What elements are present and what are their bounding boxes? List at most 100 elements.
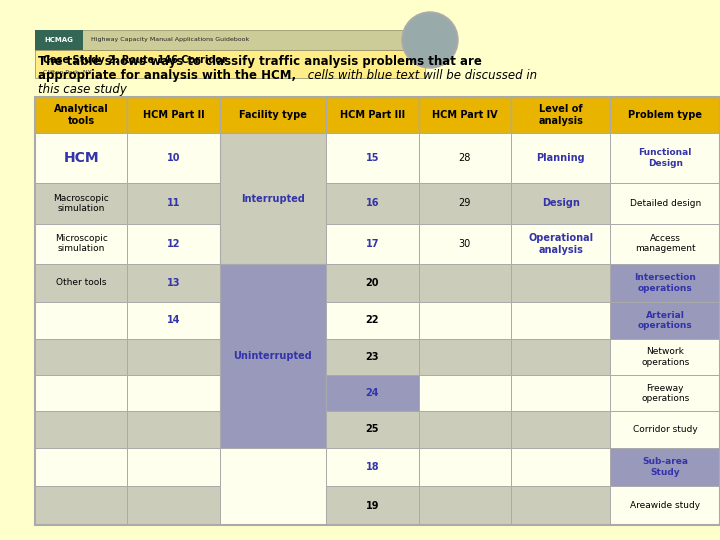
Bar: [511, 339, 611, 375]
Bar: [418, 133, 511, 183]
Text: Functional
Design: Functional Design: [639, 148, 692, 167]
Bar: [418, 183, 511, 224]
Bar: [326, 97, 418, 133]
Bar: [611, 339, 720, 375]
Text: Problem type: Problem type: [628, 110, 702, 120]
Bar: [511, 301, 611, 339]
Bar: [326, 133, 418, 183]
Bar: [418, 375, 511, 411]
Bar: [511, 183, 611, 224]
Bar: [127, 224, 220, 264]
Text: Microscopic
simulation: Microscopic simulation: [55, 234, 107, 253]
Bar: [511, 97, 611, 133]
Bar: [220, 448, 326, 525]
Bar: [127, 339, 220, 375]
Bar: [326, 183, 418, 224]
Text: Highway Capacity Manual Applications Guidebook: Highway Capacity Manual Applications Gui…: [91, 37, 249, 43]
Text: Analytical
tools: Analytical tools: [54, 104, 109, 126]
Text: Facility type: Facility type: [239, 110, 307, 120]
Bar: [326, 487, 418, 525]
Bar: [35, 264, 127, 301]
Text: HCMAG: HCMAG: [45, 37, 73, 43]
Bar: [35, 97, 720, 525]
Bar: [35, 448, 127, 487]
Text: 16: 16: [366, 198, 379, 208]
Bar: [127, 264, 220, 301]
Bar: [127, 411, 220, 448]
Bar: [418, 411, 511, 448]
Bar: [418, 339, 511, 375]
Bar: [35, 183, 127, 224]
Text: Detailed design: Detailed design: [629, 199, 701, 208]
Text: 11: 11: [167, 198, 180, 208]
Bar: [511, 133, 611, 183]
Bar: [326, 301, 418, 339]
Bar: [35, 339, 127, 375]
Bar: [35, 301, 127, 339]
Bar: [418, 448, 511, 487]
Bar: [35, 224, 127, 264]
Bar: [127, 133, 220, 183]
Bar: [611, 411, 720, 448]
Bar: [127, 183, 220, 224]
Text: Access
management: Access management: [635, 234, 696, 253]
Text: Uninterrupted: Uninterrupted: [233, 351, 312, 361]
Text: Areawide study: Areawide study: [630, 501, 701, 510]
Text: 14: 14: [167, 315, 180, 325]
Text: Level of
analysis: Level of analysis: [539, 104, 583, 126]
Bar: [511, 411, 611, 448]
Bar: [511, 448, 611, 487]
Bar: [418, 224, 511, 264]
Bar: [611, 264, 720, 301]
Bar: [418, 301, 511, 339]
Text: Planning: Planning: [536, 153, 585, 163]
Text: 28: 28: [459, 153, 471, 163]
Bar: [326, 448, 418, 487]
Bar: [35, 375, 127, 411]
Text: Sub-area
Study: Sub-area Study: [642, 457, 688, 477]
Text: 25: 25: [366, 424, 379, 435]
Circle shape: [404, 14, 456, 66]
Bar: [35, 411, 127, 448]
Text: Network
operations: Network operations: [641, 347, 689, 367]
Bar: [220, 264, 326, 448]
Bar: [220, 97, 326, 133]
Bar: [220, 133, 326, 264]
Text: 13: 13: [167, 278, 180, 288]
Text: HCM Part III: HCM Part III: [340, 110, 405, 120]
Bar: [35, 97, 127, 133]
Text: appropriate for analysis with the HCM,: appropriate for analysis with the HCM,: [38, 69, 296, 82]
Bar: [611, 375, 720, 411]
Text: 24: 24: [366, 388, 379, 399]
Text: 23: 23: [366, 352, 379, 362]
Text: HCM: HCM: [63, 151, 99, 165]
Text: Interrupted: Interrupted: [241, 193, 305, 204]
Text: 15: 15: [366, 153, 379, 163]
Text: 12: 12: [167, 239, 180, 249]
Text: 19: 19: [366, 501, 379, 511]
Text: 18: 18: [366, 462, 379, 472]
Bar: [326, 411, 418, 448]
Text: Clifton Park, NY: Clifton Park, NY: [43, 70, 91, 75]
Text: The table shows ways to classify traffic analysis problems that are: The table shows ways to classify traffic…: [38, 55, 482, 68]
Bar: [511, 375, 611, 411]
Text: 30: 30: [459, 239, 471, 249]
Bar: [326, 224, 418, 264]
Text: Corridor study: Corridor study: [633, 425, 698, 434]
Bar: [611, 301, 720, 339]
Bar: [326, 339, 418, 375]
Bar: [418, 97, 511, 133]
Text: Freeway
operations: Freeway operations: [641, 383, 689, 403]
Bar: [326, 375, 418, 411]
Bar: [511, 264, 611, 301]
Bar: [418, 487, 511, 525]
Bar: [35, 50, 425, 78]
Bar: [611, 487, 720, 525]
Text: Design: Design: [541, 198, 580, 208]
Bar: [611, 97, 720, 133]
Bar: [35, 30, 83, 50]
Bar: [35, 30, 425, 50]
Bar: [611, 448, 720, 487]
Bar: [418, 264, 511, 301]
Text: 20: 20: [366, 278, 379, 288]
